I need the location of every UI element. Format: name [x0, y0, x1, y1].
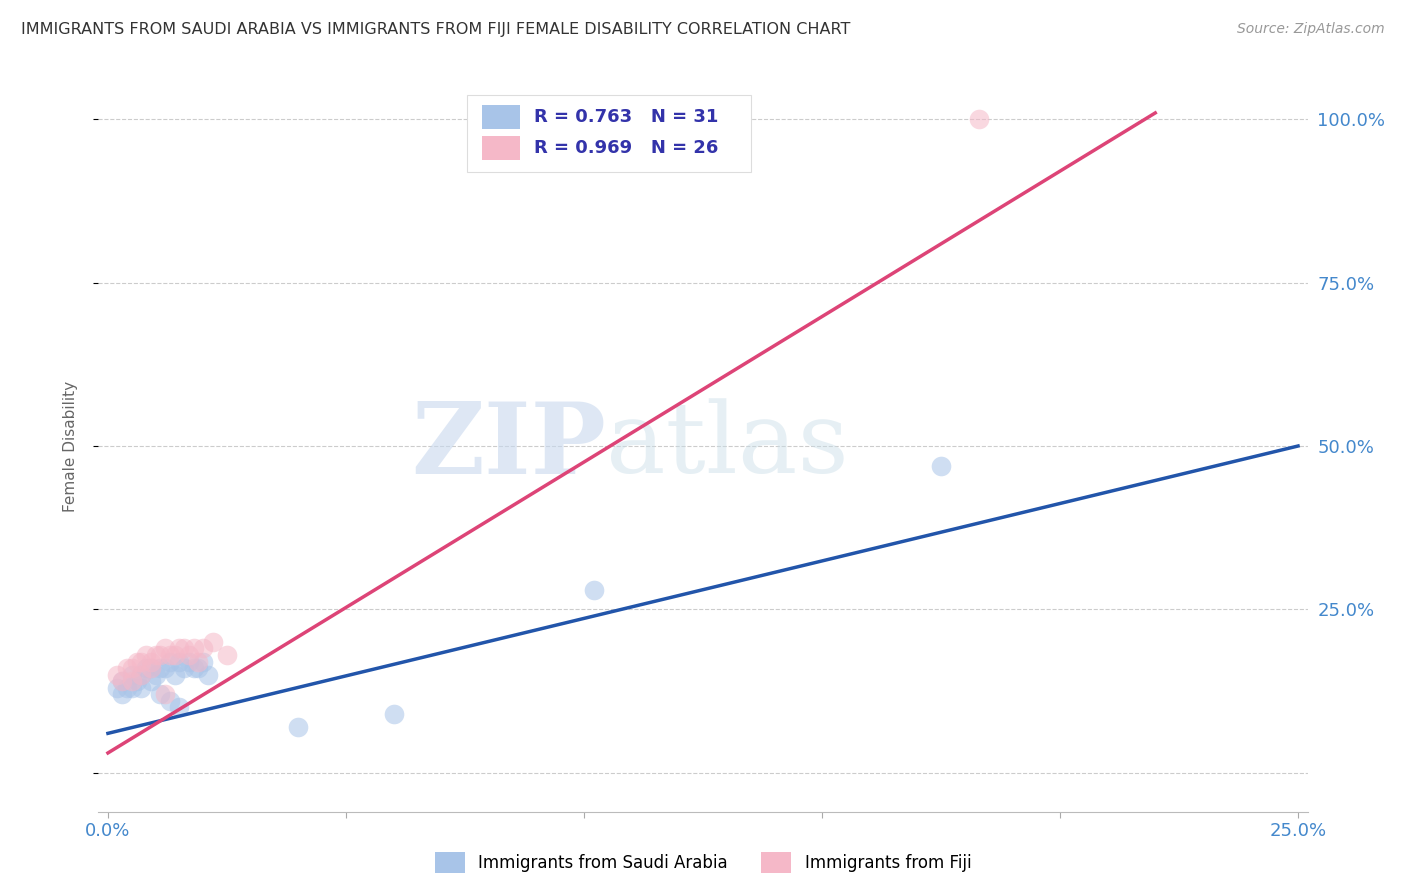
Point	[173, 641, 195, 656]
Text: atlas: atlas	[606, 398, 849, 494]
Text: Source: ZipAtlas.com: Source: ZipAtlas.com	[1237, 22, 1385, 37]
Point	[139, 661, 162, 675]
Point	[135, 648, 157, 662]
Point	[129, 681, 152, 695]
Point	[169, 641, 191, 656]
Point	[201, 635, 224, 649]
Point	[173, 661, 195, 675]
Point	[967, 112, 990, 127]
Point	[139, 655, 162, 669]
Text: IMMIGRANTS FROM SAUDI ARABIA VS IMMIGRANTS FROM FIJI FEMALE DISABILITY CORRELATI: IMMIGRANTS FROM SAUDI ARABIA VS IMMIGRAN…	[21, 22, 851, 37]
Point	[169, 700, 191, 714]
Point	[107, 681, 129, 695]
Point	[107, 667, 129, 681]
Text: R = 0.969   N = 26: R = 0.969 N = 26	[534, 138, 718, 157]
Point	[183, 661, 205, 675]
Point	[121, 661, 143, 675]
Point	[135, 661, 157, 675]
Legend: Immigrants from Saudi Arabia, Immigrants from Fiji: Immigrants from Saudi Arabia, Immigrants…	[429, 846, 977, 880]
Point	[139, 674, 162, 689]
Point	[149, 648, 172, 662]
Point	[129, 655, 152, 669]
Point	[197, 667, 219, 681]
FancyBboxPatch shape	[482, 105, 520, 129]
Y-axis label: Female Disability: Female Disability	[63, 380, 77, 512]
Point	[145, 667, 167, 681]
Point	[191, 655, 214, 669]
Point	[153, 641, 176, 656]
Point	[191, 641, 214, 656]
Point	[187, 661, 209, 675]
Point	[111, 674, 134, 689]
Point	[121, 681, 143, 695]
Point	[163, 648, 186, 662]
Point	[153, 661, 176, 675]
Point	[159, 648, 181, 662]
Point	[111, 687, 134, 701]
Point	[163, 667, 186, 681]
Point	[582, 582, 605, 597]
Point	[169, 655, 191, 669]
Point	[183, 641, 205, 656]
Point	[115, 661, 138, 675]
Point	[153, 687, 176, 701]
Point	[111, 674, 134, 689]
Point	[139, 661, 162, 675]
Point	[115, 681, 138, 695]
Point	[129, 667, 152, 681]
FancyBboxPatch shape	[482, 136, 520, 160]
Point	[177, 648, 200, 662]
Point	[159, 694, 181, 708]
Point	[287, 720, 309, 734]
Point	[187, 655, 209, 669]
Text: R = 0.763   N = 31: R = 0.763 N = 31	[534, 108, 718, 126]
Point	[125, 655, 148, 669]
Point	[159, 655, 181, 669]
Point	[382, 706, 405, 721]
Point	[121, 674, 143, 689]
Point	[177, 655, 200, 669]
FancyBboxPatch shape	[467, 95, 751, 171]
Text: ZIP: ZIP	[412, 398, 606, 494]
Point	[129, 667, 152, 681]
Point	[145, 648, 167, 662]
Point	[121, 667, 143, 681]
Point	[215, 648, 238, 662]
Point	[149, 661, 172, 675]
Point	[149, 687, 172, 701]
Point	[125, 674, 148, 689]
Point	[929, 458, 952, 473]
